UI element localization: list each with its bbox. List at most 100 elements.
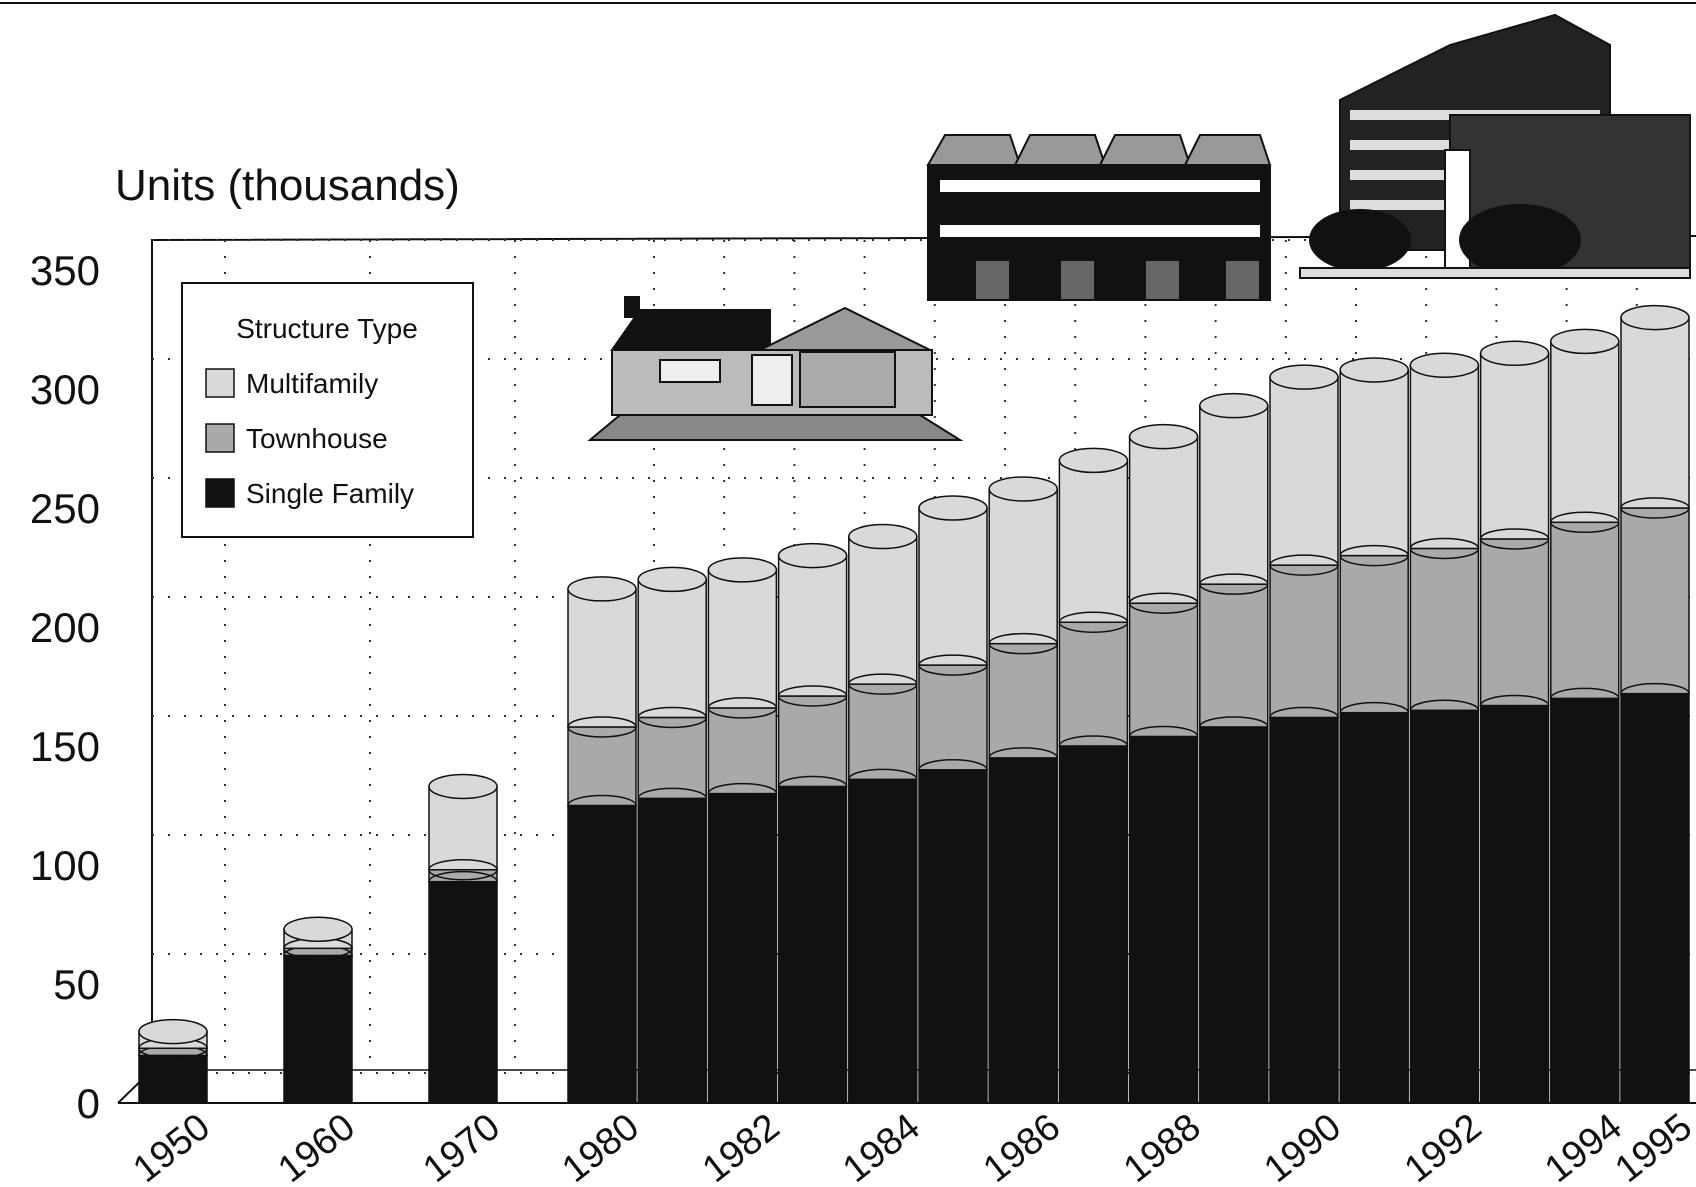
bar-cap — [1130, 425, 1198, 449]
house-illustration — [590, 297, 960, 440]
legend-swatch — [206, 369, 234, 397]
x-tick-label: 1990 — [1257, 1106, 1349, 1182]
bar-cap — [708, 558, 776, 582]
bar-segment — [1481, 353, 1549, 539]
bar-segment — [1270, 717, 1338, 1103]
bar-segment — [708, 708, 776, 794]
office-illustration — [1300, 15, 1690, 278]
x-tick-label: 1982 — [695, 1106, 787, 1182]
bar-segment — [284, 948, 352, 955]
bar-cap — [919, 496, 987, 520]
y-tick-label: 150 — [30, 723, 100, 770]
bar-segment — [779, 696, 847, 786]
bar-segment — [1059, 622, 1127, 746]
bar-segment — [1270, 377, 1338, 565]
page: Units (thousands) — [0, 0, 1696, 1182]
bar-segment — [568, 727, 636, 806]
y-tick-label: 350 — [30, 247, 100, 294]
bar-segment — [779, 556, 847, 696]
bar-segment — [1410, 548, 1478, 710]
bar-cap — [1059, 448, 1127, 472]
y-tick-label: 0 — [77, 1080, 100, 1127]
bar-segment — [919, 508, 987, 665]
y-axis-title: Units (thousands) — [115, 161, 460, 210]
x-tick-label: 1986 — [976, 1106, 1068, 1182]
bar-segment — [1130, 437, 1198, 604]
bar-segment — [919, 770, 987, 1103]
bar-segment — [429, 882, 497, 1103]
bar-segment — [1481, 539, 1549, 706]
bar-segment — [919, 665, 987, 770]
bar-segment — [1621, 318, 1689, 508]
bar-segment — [989, 644, 1057, 758]
x-tick-label: 1984 — [835, 1106, 927, 1182]
bar-cap — [1551, 329, 1619, 353]
bar-segment — [139, 1048, 207, 1055]
bar-segment — [1059, 746, 1127, 1103]
bar-segment — [568, 806, 636, 1104]
bar-segment — [1621, 694, 1689, 1103]
legend-label: Multifamily — [246, 368, 378, 399]
bar-cap — [638, 567, 706, 591]
bar-cap — [1200, 394, 1268, 418]
bar-cap — [284, 917, 352, 941]
x-tick-label: 1994 — [1537, 1106, 1629, 1182]
bar-segment — [849, 779, 917, 1103]
bar-segment — [1200, 727, 1268, 1103]
bar-segment — [989, 489, 1057, 644]
legend-swatch — [206, 479, 234, 507]
y-tick-label: 200 — [30, 604, 100, 651]
bar-segment — [1340, 370, 1408, 556]
legend-title: Structure Type — [236, 313, 418, 344]
townhouse-illustration — [928, 135, 1270, 300]
bar-cap — [139, 1020, 207, 1044]
x-tick-label: 1992 — [1397, 1106, 1489, 1182]
x-tick-label: 1988 — [1116, 1106, 1208, 1182]
bar-segment — [284, 955, 352, 1103]
legend: Structure Type Multifamily Townhouse Singl… — [182, 283, 473, 537]
bar-segment — [638, 579, 706, 717]
bar-cap — [1270, 365, 1338, 389]
bar-segment — [779, 786, 847, 1103]
bar-segment — [1410, 710, 1478, 1103]
y-tick-label: 100 — [30, 842, 100, 889]
bar-segment — [638, 798, 706, 1103]
x-tick-label: 1960 — [271, 1106, 363, 1182]
bar-segment — [1270, 565, 1338, 717]
bar-cap — [779, 544, 847, 568]
bar-segment — [1059, 460, 1127, 622]
bar-segment — [1410, 365, 1478, 548]
x-tick-label: 1950 — [126, 1106, 218, 1182]
bar-segment — [1130, 603, 1198, 736]
bar-segment — [1130, 736, 1198, 1103]
bar-cap — [989, 477, 1057, 501]
bar-cap — [849, 525, 917, 549]
bar-cap — [1410, 353, 1478, 377]
bar-segment — [1340, 556, 1408, 713]
bar-cap — [429, 774, 497, 798]
legend-label: Townhouse — [246, 423, 388, 454]
bar-cap — [568, 577, 636, 601]
y-tick-label: 50 — [53, 961, 100, 1008]
bar-segment — [568, 589, 636, 727]
bar-cap — [1481, 341, 1549, 365]
bar-segment — [1621, 508, 1689, 694]
bar-cap — [1621, 306, 1689, 330]
bar-segment — [1551, 698, 1619, 1103]
bar-segment — [708, 570, 776, 708]
x-tick-label: 1970 — [416, 1106, 508, 1182]
legend-swatch — [206, 424, 234, 452]
bar-segment — [1340, 713, 1408, 1103]
bar-segment — [1481, 706, 1549, 1103]
bar-segment — [638, 717, 706, 798]
y-tick-label: 300 — [30, 366, 100, 413]
bar-segment — [1200, 406, 1268, 585]
x-tick-label: 1980 — [555, 1106, 647, 1182]
bar-segment — [989, 758, 1057, 1103]
bar-segment — [849, 537, 917, 685]
bar-segment — [849, 684, 917, 779]
legend-label: Single Family — [246, 478, 414, 509]
bar-segment — [1551, 522, 1619, 698]
bar-cap — [1340, 358, 1408, 382]
bar-segment — [708, 794, 776, 1103]
